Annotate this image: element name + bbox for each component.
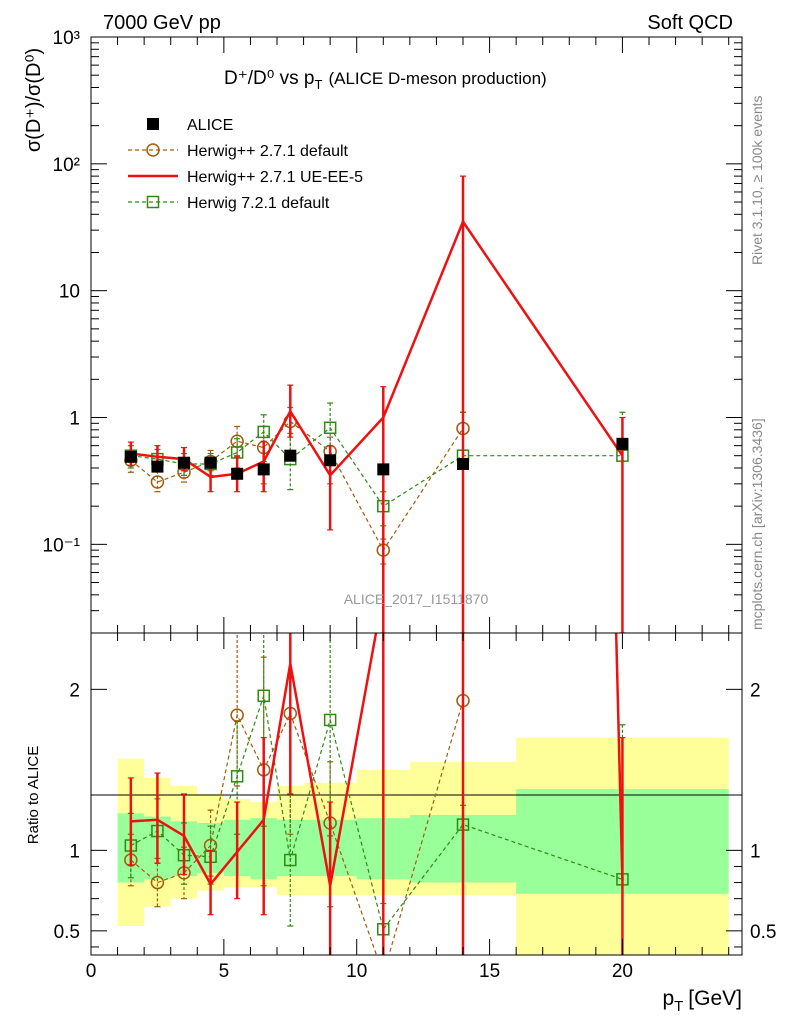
header-left: 7000 GeV pp: [103, 12, 221, 34]
legend-label: Herwig++ 2.7.1 UE-EE-5: [187, 169, 363, 186]
main-data-point: [323, 421, 337, 435]
ratio-data-point: [230, 770, 244, 783]
main-data-point: [178, 456, 190, 469]
ratio-series-herwig-2-7-1-ue-ee-5: [127, 633, 626, 955]
ratio-ylabel: Ratio to ALICE: [25, 746, 42, 844]
watermark-label: ALICE_2017_I1511870: [344, 591, 489, 607]
main-series-herwig-2-7-1-default: [124, 406, 470, 565]
ratio-data-point: [284, 853, 297, 867]
main-data-point: [151, 460, 164, 473]
ratio-y-tick-label: 2: [69, 680, 80, 701]
main-data-point: [377, 463, 390, 476]
ratio-y-tick-label-right: 2: [750, 680, 761, 701]
main-data-point: [150, 475, 165, 489]
mcplots-label: mcplots.cern.ch [arXiv:1306.3436]: [749, 418, 765, 630]
ratio-series-line: [130, 700, 464, 955]
main-data-point: [457, 457, 469, 470]
ratio-data-point: [377, 968, 389, 980]
main-data-point: [324, 454, 337, 467]
main-data-point: [231, 467, 244, 480]
ratio-plot-panel: 0.5 0.51 12 20 5 10 15 20 Ratio to ALICE pT [GeV…: [25, 632, 776, 1015]
main-data-point: [616, 437, 629, 450]
ratio-y-tick-label-right: 1: [750, 841, 761, 862]
ratio-series-line: [130, 633, 624, 887]
legend: ALICE Herwig++ 2.7.1 default Herwig++ 2.7.…: [128, 117, 363, 212]
ratio-y-tick-label-right: 0.5: [750, 922, 776, 943]
plot-title: D⁺/D⁰ vs pT (ALICE D-meson production): [224, 68, 547, 92]
legend-marker: [147, 118, 159, 130]
ratio-data-point: [323, 713, 337, 727]
legend-marker: [146, 143, 160, 157]
main-data-point: [257, 425, 270, 439]
ratio-band-stat-unc: [277, 819, 304, 877]
main-y-tick-label: 10⁻¹: [43, 535, 81, 556]
main-y-tick-label: 1: [69, 409, 80, 430]
ratio-y-tick-label: 1: [69, 841, 80, 862]
main-data-point: [257, 463, 270, 476]
legend-label: ALICE: [187, 117, 233, 134]
x-tick-label: 20: [612, 961, 633, 982]
ratio-data-point: [230, 708, 244, 722]
main-ylabel: σ(D⁺)/σ(D⁰): [23, 48, 45, 152]
x-axis-label: pT [GeV]: [662, 987, 742, 1015]
rivet-version-label: Rivet 3.1.10, ≥ 100k events: [749, 95, 765, 265]
main-data-point: [124, 450, 137, 463]
ratio-series-line: [130, 695, 623, 931]
main-plot-panel: 10⁻¹ 1 10 10² 10³ ALICE_2017_I1511870 D⁺/D⁰ …: [23, 28, 743, 634]
ratio-plot-frame: [90, 632, 743, 956]
ratio-data-point: [257, 689, 270, 703]
main-data-point: [284, 449, 297, 462]
main-series-line: [130, 219, 624, 479]
main-y-tick-label: 10²: [53, 155, 80, 176]
header-right: Soft QCD: [647, 12, 733, 34]
main-series-alice: [124, 437, 629, 480]
x-tick-label: 15: [479, 961, 500, 982]
ratio-data-point: [150, 875, 165, 890]
main-data-point: [204, 456, 217, 469]
legend-label: Herwig 7.2.1 default: [187, 195, 330, 212]
main-series-line: [130, 420, 464, 552]
x-tick-label: 5: [219, 961, 230, 982]
main-y-tick-label: 10: [59, 282, 80, 303]
main-y-tick-label: 10³: [53, 28, 80, 49]
legend-label: Herwig++ 2.7.1 default: [187, 143, 349, 160]
x-tick-label: 0: [86, 961, 97, 982]
legend-marker: [146, 195, 160, 209]
x-tick-label: 10: [346, 961, 367, 982]
main-series-herwig-2-7-1-ue-ee-5: [127, 175, 626, 633]
main-series-line: [130, 426, 623, 507]
ratio-y-tick-label: 0.5: [54, 922, 80, 943]
